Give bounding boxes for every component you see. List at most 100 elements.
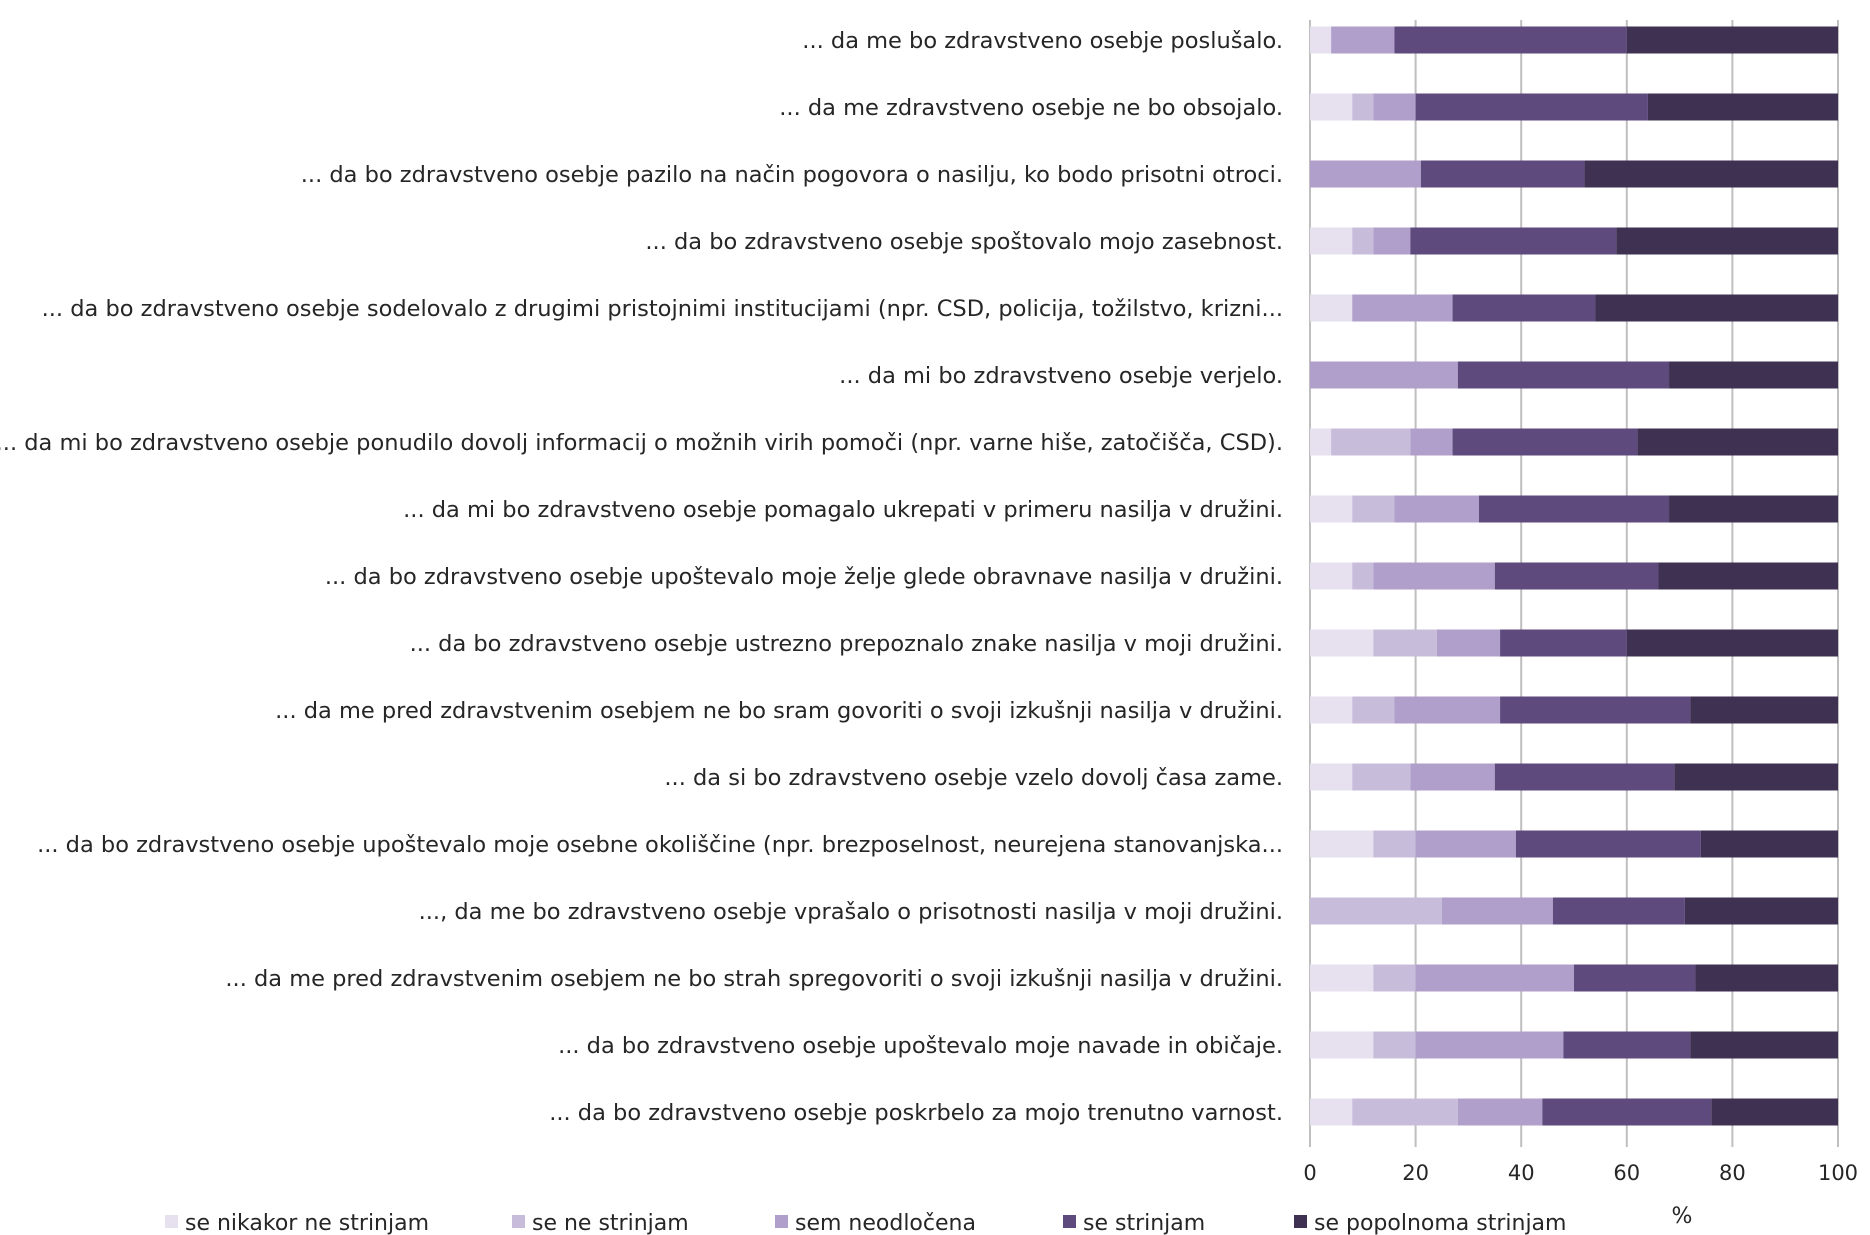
bar-segment <box>1478 495 1670 523</box>
bar-segment <box>1452 294 1596 322</box>
bar-segment <box>1669 495 1838 523</box>
x-tick-label: 60 <box>1613 1161 1640 1185</box>
bar-segment <box>1415 1031 1564 1059</box>
bar-segment <box>1373 629 1437 657</box>
x-tick-label: 80 <box>1719 1161 1746 1185</box>
bar-segment <box>1415 830 1516 858</box>
bar-segment <box>1658 562 1838 590</box>
bar-segment <box>1637 428 1838 456</box>
bar-segment <box>1310 562 1353 590</box>
legend-label: sem neodločena <box>795 1211 976 1235</box>
bar-segment <box>1500 629 1627 657</box>
bars <box>1310 26 1838 1126</box>
x-tick-label: 40 <box>1508 1161 1535 1185</box>
legend-item: se popolnoma strinjam <box>1294 1211 1566 1235</box>
bar-segment <box>1669 361 1838 389</box>
bar-segment <box>1310 897 1442 925</box>
category-label: ... da me bo zdravstveno osebje poslušal… <box>802 28 1283 54</box>
legend-label: se strinjam <box>1083 1211 1205 1235</box>
category-label: ... da bo zdravstveno osebje ustrezno pr… <box>410 631 1283 657</box>
category-label: ... da bo zdravstveno osebje pazilo na n… <box>301 162 1283 188</box>
category-label: ... da bo zdravstveno osebje upoštevalo … <box>37 832 1283 858</box>
legend-swatch <box>775 1215 788 1228</box>
bar-segment <box>1352 495 1395 523</box>
legend-item: se nikakor ne strinjam <box>165 1211 429 1235</box>
category-label: ... da bo zdravstveno osebje upoštevalo … <box>558 1033 1283 1059</box>
bar-segment <box>1542 1098 1712 1126</box>
category-label: ... da me pred zdravstvenim osebjem ne b… <box>275 698 1283 724</box>
bar-segment <box>1352 696 1395 724</box>
bar-segment <box>1310 93 1353 121</box>
bar-segment <box>1442 897 1553 925</box>
bar-segment <box>1331 428 1411 456</box>
bar-segment <box>1373 1031 1416 1059</box>
bar-segment <box>1310 428 1332 456</box>
bar-segment <box>1436 629 1501 657</box>
bar-segment <box>1420 160 1585 188</box>
bar-segment <box>1310 696 1353 724</box>
bar-segment <box>1616 227 1838 255</box>
legend-label: se popolnoma strinjam <box>1314 1211 1566 1235</box>
bar-segment <box>1394 696 1501 724</box>
bar-segment <box>1352 562 1374 590</box>
bar-segment <box>1647 93 1838 121</box>
category-label: ... da bo zdravstveno osebje sodelovalo … <box>42 296 1283 322</box>
bar-segment <box>1310 26 1332 54</box>
x-tick-label: 20 <box>1402 1161 1429 1185</box>
category-label: ..., da me bo zdravstveno osebje vprašal… <box>419 899 1283 925</box>
x-axis: % 0 20 40 60 80 100 <box>1303 1161 1858 1229</box>
bar-segment <box>1457 1098 1543 1126</box>
bar-segment <box>1563 1031 1691 1059</box>
bar-segment <box>1674 763 1838 791</box>
bar-segment <box>1684 897 1838 925</box>
legend-swatch <box>512 1215 525 1228</box>
bar-segment <box>1690 1031 1838 1059</box>
category-label: ... da me pred zdravstvenim osebjem ne b… <box>225 966 1283 992</box>
bar-segment <box>1310 495 1353 523</box>
bar-segment <box>1410 428 1453 456</box>
bar-segment <box>1373 964 1416 992</box>
legend-item: sem neodločena <box>775 1211 976 1235</box>
bar-segment <box>1457 361 1670 389</box>
bar-segment <box>1700 830 1838 858</box>
bar-segment <box>1373 830 1416 858</box>
bar-segment <box>1310 1098 1353 1126</box>
bar-segment <box>1373 562 1495 590</box>
bar-segment <box>1552 897 1685 925</box>
bar-segment <box>1500 696 1691 724</box>
legend-label: se ne strinjam <box>532 1211 689 1235</box>
bar-segment <box>1394 495 1479 523</box>
bar-segment <box>1352 227 1374 255</box>
bar-segment <box>1626 629 1838 657</box>
legend-label: se nikakor ne strinjam <box>185 1211 429 1235</box>
bar-segment <box>1352 93 1374 121</box>
bar-segment <box>1415 964 1574 992</box>
bar-segment <box>1310 964 1374 992</box>
bar-segment <box>1373 93 1416 121</box>
category-label: ... da si bo zdravstveno osebje vzelo do… <box>664 765 1283 791</box>
bar-segment <box>1310 830 1374 858</box>
bar-segment <box>1415 93 1648 121</box>
category-label: ... da me zdravstveno osebje ne bo obsoj… <box>779 95 1283 121</box>
bar-segment <box>1310 629 1374 657</box>
bar-segment <box>1310 1031 1374 1059</box>
bar-segment <box>1394 26 1627 54</box>
legend-item: se strinjam <box>1063 1211 1205 1235</box>
category-label: ... da bo zdravstveno osebje upoštevalo … <box>325 564 1283 590</box>
bar-segment <box>1331 26 1395 54</box>
bar-segment <box>1310 160 1421 188</box>
legend-swatch <box>165 1215 178 1228</box>
bar-segment <box>1626 26 1838 54</box>
bar-segment <box>1452 428 1638 456</box>
bar-segment <box>1410 763 1495 791</box>
bar-segment <box>1584 160 1838 188</box>
bar-segment <box>1310 763 1353 791</box>
bar-segment <box>1310 361 1458 389</box>
bar-segment <box>1410 227 1617 255</box>
x-tick-label: 100 <box>1818 1161 1858 1185</box>
bar-segment <box>1352 1098 1458 1126</box>
bar-segment <box>1494 562 1659 590</box>
category-label: ... da mi bo zdravstveno osebje pomagalo… <box>403 497 1283 523</box>
legend-item: se ne strinjam <box>512 1211 689 1235</box>
bar-segment <box>1595 294 1838 322</box>
